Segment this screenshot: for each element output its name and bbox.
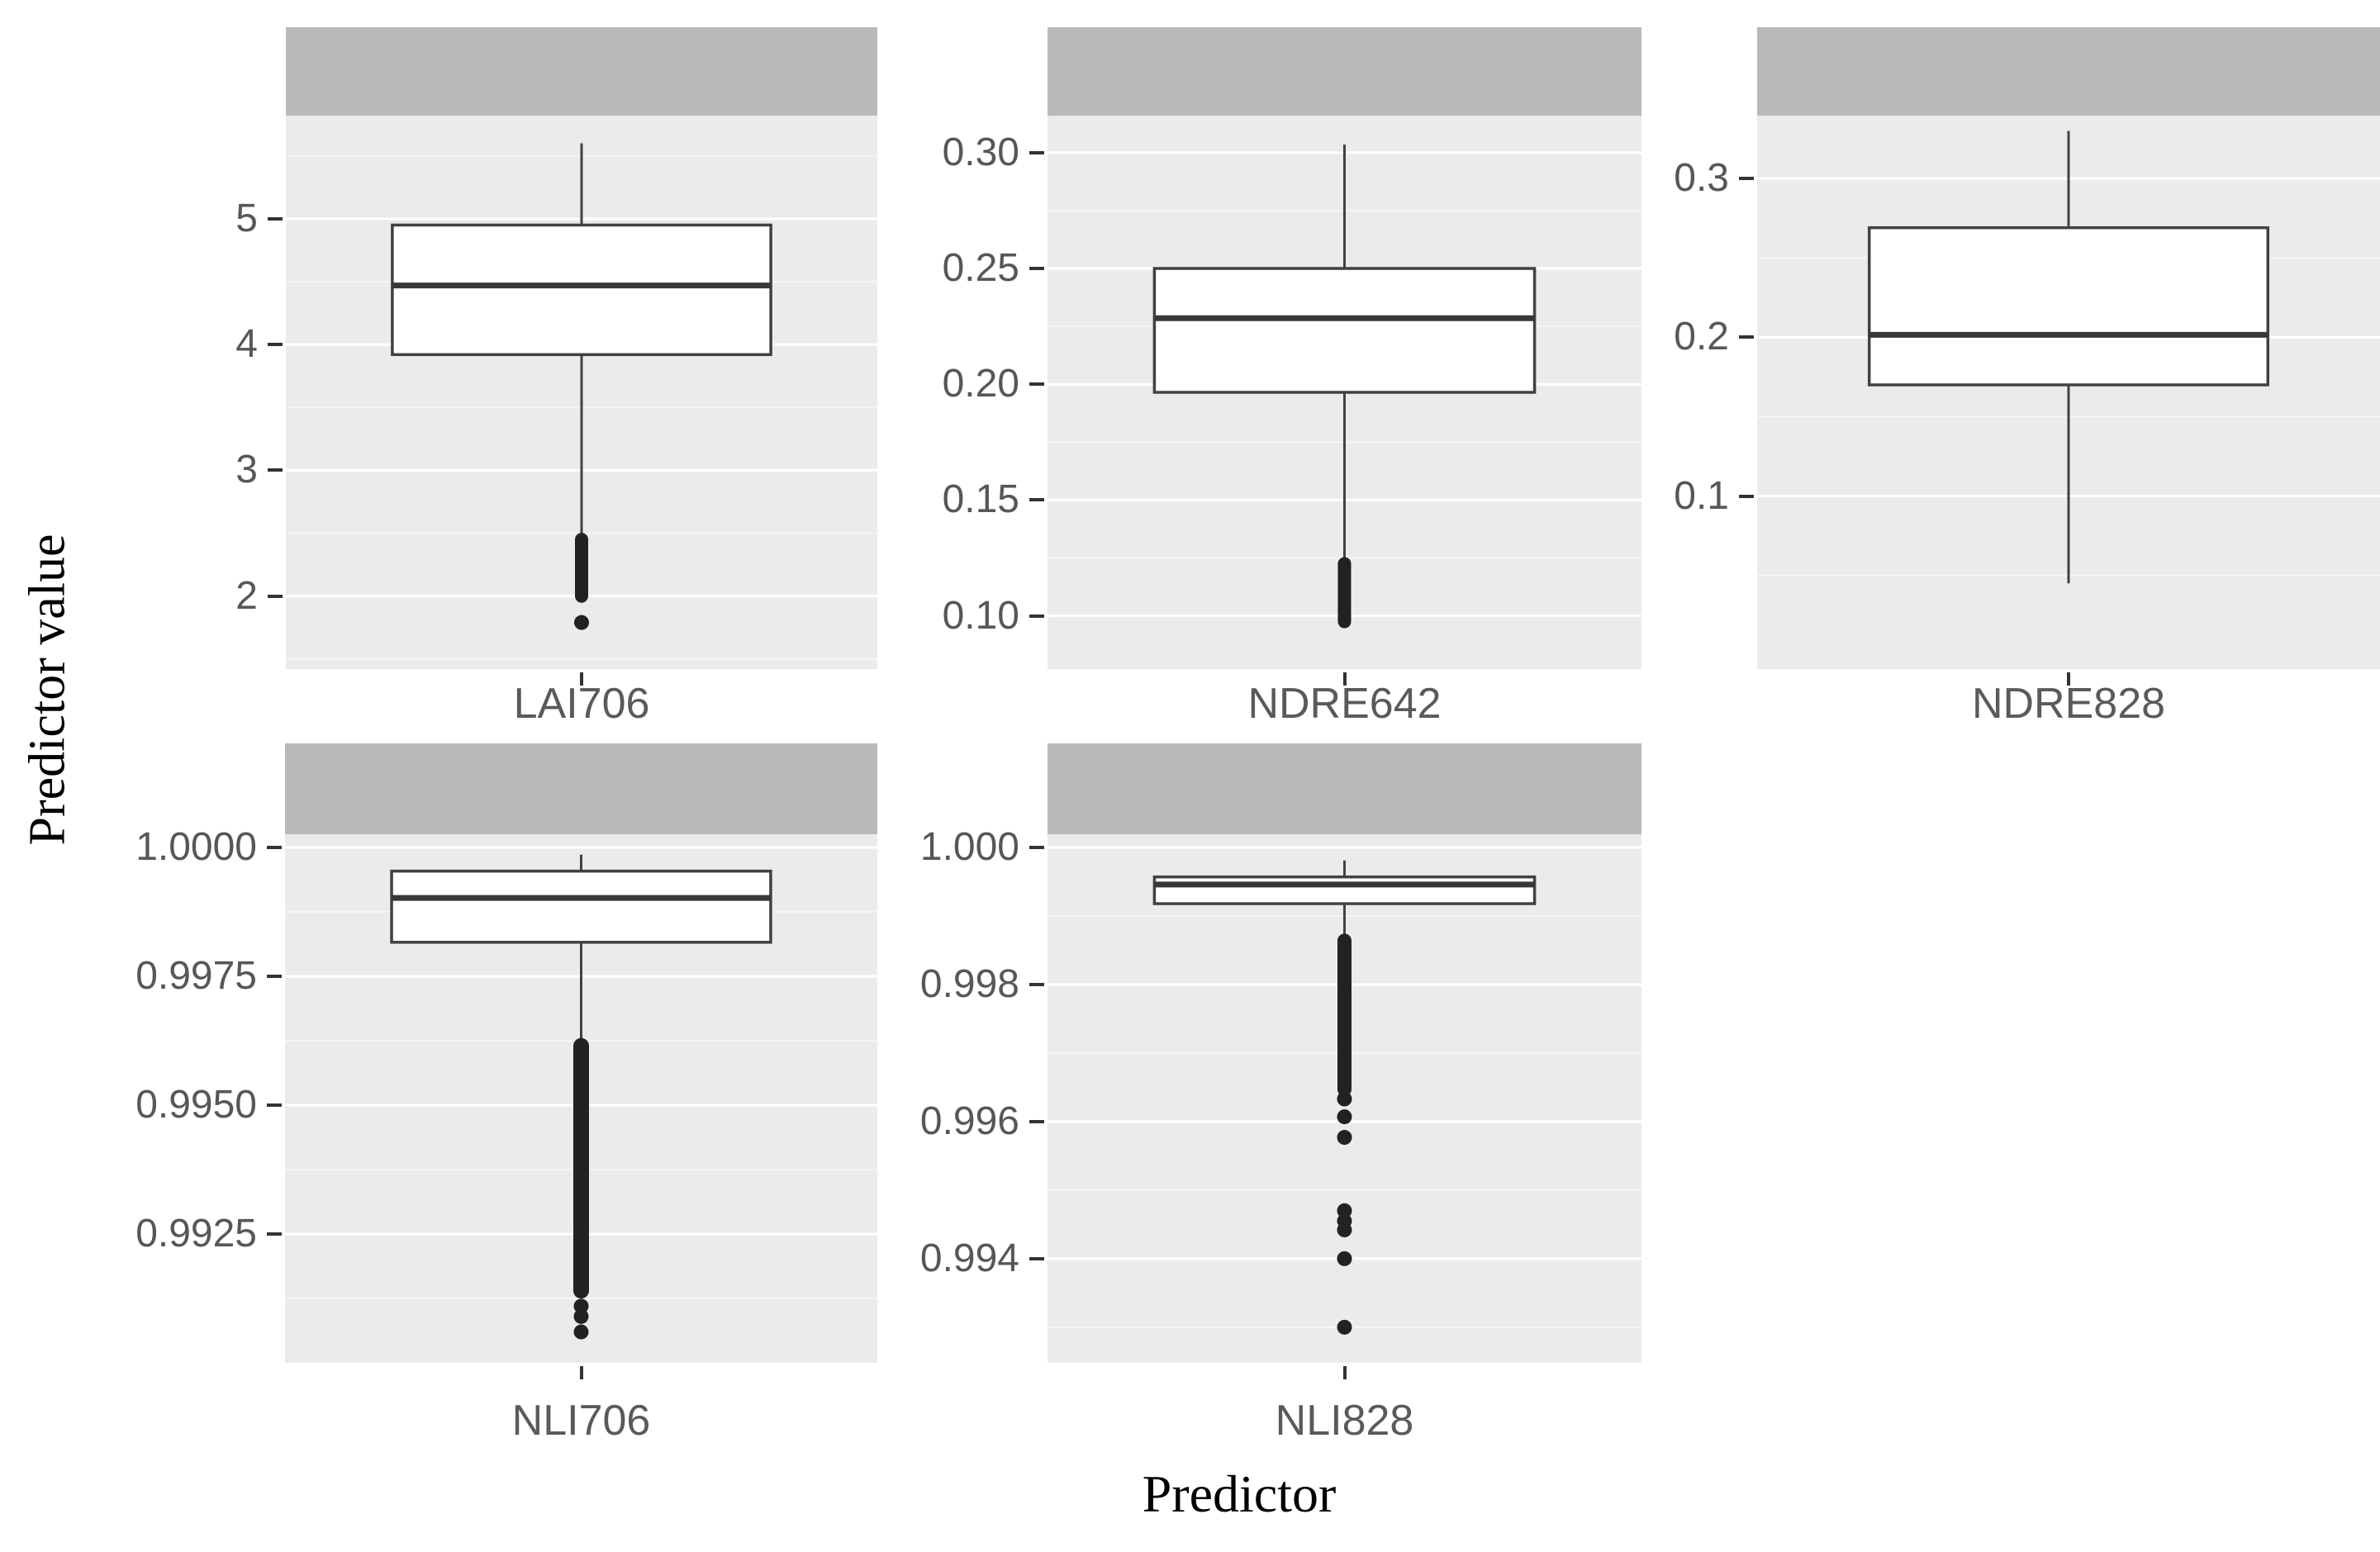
facet-strip-NDRE828	[1757, 27, 2380, 116]
y-tick-label: 0.998	[919, 961, 1019, 1006]
y-tick-mark	[1029, 498, 1044, 502]
y-tick-mark	[1029, 1119, 1044, 1123]
y-tick-label: 0.15	[942, 477, 1019, 522]
facet-panel-NDRE828	[1757, 116, 2380, 669]
y-tick-mark	[1029, 982, 1044, 986]
y-tick-mark	[268, 594, 283, 598]
outlier-point	[1337, 1319, 1352, 1335]
y-tick-label: 0.9925	[135, 1211, 257, 1255]
y-tick-mark	[268, 216, 283, 221]
facet-strip-LAI706	[286, 27, 877, 116]
iqr-box	[1152, 267, 1537, 394]
outlier-point	[1337, 1251, 1352, 1266]
y-tick-mark	[267, 845, 282, 849]
y-tick-mark	[1739, 177, 1754, 181]
iqr-box	[391, 223, 772, 357]
facet-label-NLI706: NLI706	[511, 1397, 651, 1445]
facet-strip-NDRE642	[1047, 27, 1641, 116]
x-tick-mark	[580, 672, 583, 686]
y-tick-label: 0.9975	[135, 953, 257, 998]
y-tick-mark	[268, 468, 283, 472]
iqr-box	[390, 869, 772, 944]
facet-panel-NLI828	[1047, 834, 1641, 1363]
y-tick-label: 0.1	[1674, 473, 1729, 518]
facet-panel-LAI706	[286, 116, 877, 669]
x-tick-mark	[2067, 672, 2070, 686]
y-tick-label: 3	[235, 448, 258, 492]
y-tick-label: 0.9950	[135, 1082, 257, 1127]
y-tick-label: 4	[235, 322, 258, 367]
y-tick-label: 1.0000	[135, 824, 257, 869]
outlier-point	[573, 1324, 589, 1340]
x-tick-mark	[579, 1366, 583, 1379]
facet-label-NDRE642: NDRE642	[1247, 680, 1442, 728]
x-tick-mark	[1342, 672, 1347, 686]
facet-label-NLI828: NLI828	[1275, 1397, 1414, 1445]
outlier-point	[573, 1298, 589, 1314]
outlier-point	[573, 1308, 589, 1324]
y-tick-label: 0.2	[1674, 315, 1729, 359]
y-tick-label: 0.994	[919, 1236, 1019, 1280]
y-tick-mark	[1029, 846, 1044, 849]
y-tick-mark	[1029, 382, 1044, 387]
y-tick-mark	[1029, 614, 1044, 618]
iqr-box	[1152, 875, 1537, 905]
y-tick-label: 0.10	[942, 593, 1019, 638]
y-tick-label: 0.20	[942, 362, 1019, 406]
facet-label-LAI706: LAI706	[513, 680, 650, 728]
iqr-box	[1867, 225, 2270, 387]
outlier-point	[1337, 1222, 1352, 1238]
facet-panel-NLI706	[285, 834, 877, 1363]
outlier-point	[1337, 1109, 1352, 1125]
outlier-point	[1337, 1130, 1352, 1146]
outlier-point	[1337, 1091, 1352, 1107]
y-tick-label: 1.000	[919, 825, 1019, 869]
facet-strip-NLI828	[1047, 743, 1641, 834]
y-tick-label: 2	[235, 573, 258, 618]
outlier-point	[574, 615, 589, 630]
y-tick-mark	[267, 974, 282, 978]
x-axis-title: Predictor	[1142, 1464, 1337, 1523]
y-tick-mark	[267, 1232, 282, 1236]
y-tick-mark	[1029, 150, 1044, 154]
facet-panel-NDRE642	[1047, 116, 1641, 669]
y-tick-mark	[1739, 494, 1754, 498]
y-tick-label: 0.30	[942, 130, 1019, 174]
y-tick-mark	[268, 343, 283, 347]
y-tick-mark	[1029, 1256, 1044, 1260]
facet-label-NDRE828: NDRE828	[1971, 680, 2166, 728]
y-tick-label: 0.3	[1674, 156, 1729, 201]
y-tick-mark	[1739, 335, 1754, 339]
x-tick-mark	[1342, 1366, 1347, 1379]
y-tick-label: 0.996	[919, 1099, 1019, 1143]
y-tick-label: 0.25	[942, 246, 1019, 291]
y-tick-label: 5	[235, 196, 258, 240]
y-tick-mark	[267, 1103, 282, 1107]
outlier-point	[1337, 1203, 1352, 1218]
y-tick-mark	[1029, 267, 1044, 271]
facet-strip-NLI706	[285, 743, 877, 834]
